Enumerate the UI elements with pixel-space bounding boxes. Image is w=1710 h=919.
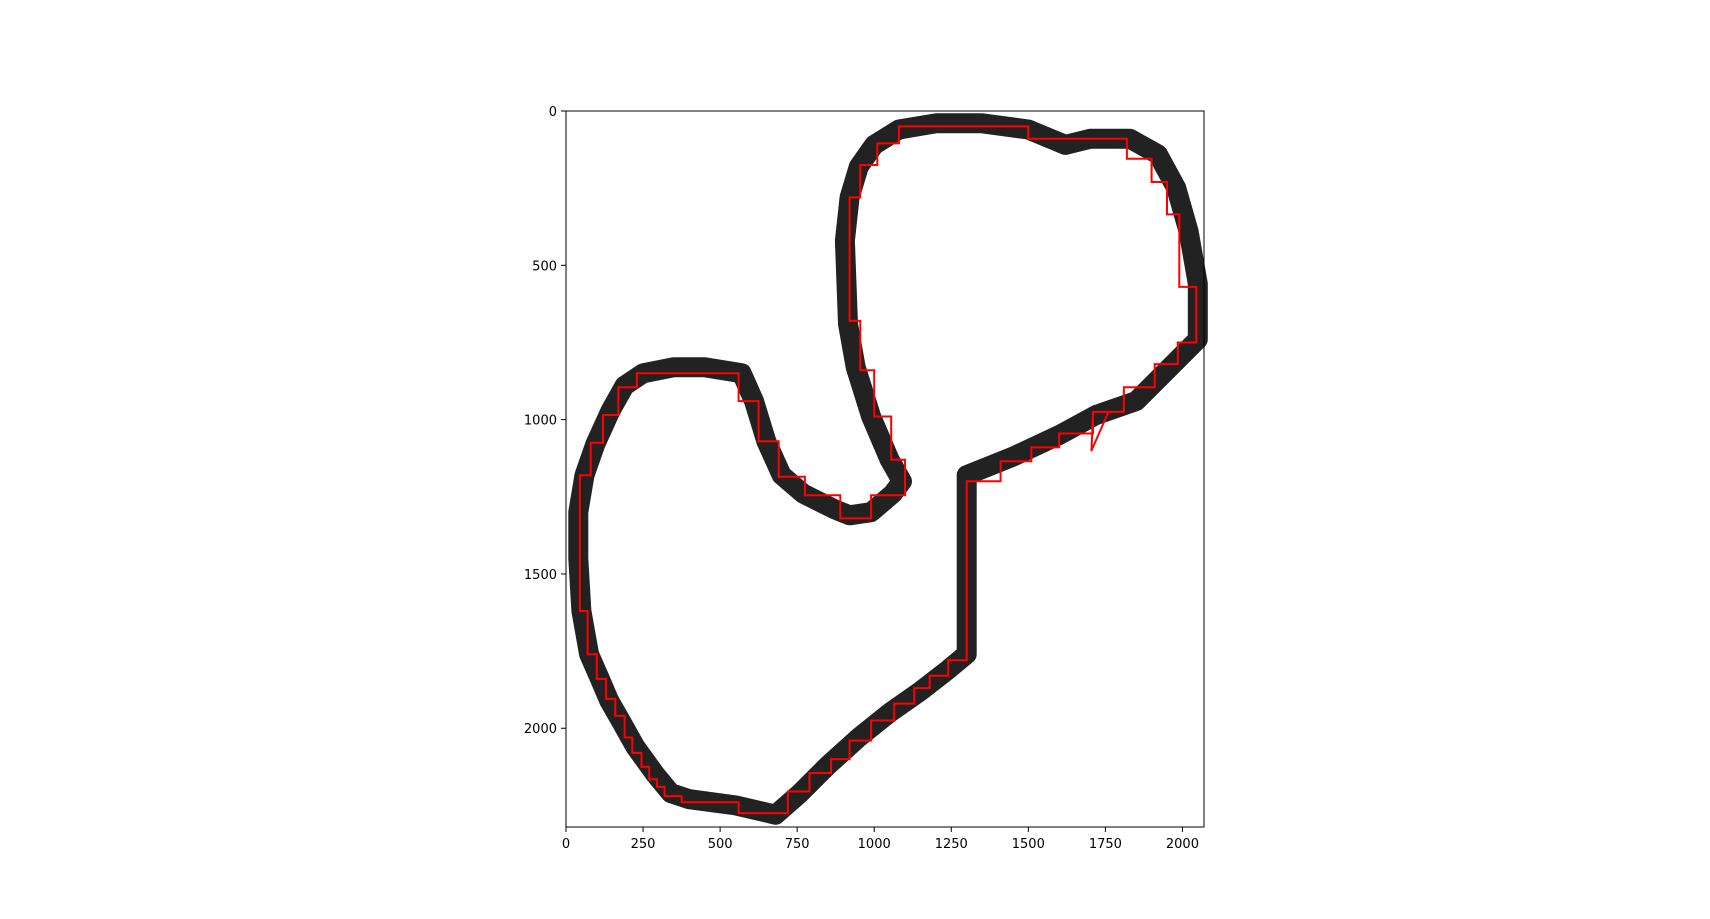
y-tick-label: 2000 <box>524 722 557 737</box>
x-axis: 0 250 500 750 1000 1250 1500 1750 2000 <box>562 827 1199 852</box>
x-tick-label: 750 <box>785 837 810 852</box>
y-tick-label: 1000 <box>524 414 557 429</box>
x-tick-label: 1000 <box>858 837 891 852</box>
x-tick-label: 250 <box>631 837 656 852</box>
plot-area <box>568 113 1208 825</box>
x-tick-label: 0 <box>562 837 570 852</box>
y-tick-label: 1500 <box>524 568 557 583</box>
x-tick-label: 1250 <box>935 837 968 852</box>
track-outline <box>568 113 1208 825</box>
y-tick-label: 0 <box>549 105 557 120</box>
y-tick-label: 500 <box>532 259 557 274</box>
x-tick-label: 2000 <box>1166 837 1199 852</box>
red-step-path <box>578 125 1198 815</box>
x-tick-label: 500 <box>708 837 733 852</box>
x-tick-label: 1750 <box>1089 837 1122 852</box>
x-tick-label: 1500 <box>1012 837 1045 852</box>
y-axis: 0 500 1000 1500 2000 <box>524 105 566 737</box>
axes-frame <box>565 110 1205 828</box>
red-spike <box>1090 410 1110 452</box>
